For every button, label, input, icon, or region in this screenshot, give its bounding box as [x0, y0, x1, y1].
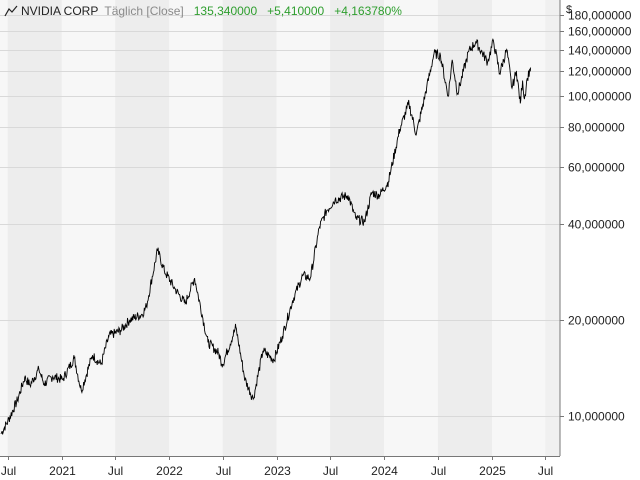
- x-tick-label: Jul: [538, 464, 553, 478]
- x-tick-label: Jul: [323, 464, 338, 478]
- y-tick-label: 100,000000: [568, 90, 632, 104]
- time-band: [115, 0, 170, 456]
- time-band: [330, 0, 385, 456]
- y-tick-label: 120,000000: [568, 65, 632, 79]
- y-tick-label: 140,000000: [568, 44, 632, 58]
- price-line[interactable]: [0, 38, 532, 435]
- x-tick-label: Jul: [108, 464, 123, 478]
- x-tick-label: 2023: [264, 464, 291, 478]
- instrument-name: NVIDIA CORP: [21, 4, 99, 18]
- x-axis: Jul 2021 Jul 2022 Jul 2023 Jul 2024 Jul 2025 Jul: [0, 456, 560, 478]
- y-tick-label: 80,000000: [568, 121, 625, 135]
- time-band: [0, 0, 8, 456]
- x-tick-label: 2021: [49, 464, 76, 478]
- price-change: +5,410000: [267, 4, 325, 18]
- time-band: [7, 0, 62, 456]
- time-band: [545, 0, 560, 456]
- y-tick-label: 180,000000: [568, 9, 632, 23]
- x-tick-label: Jul: [216, 464, 231, 478]
- currency-label: $: [566, 4, 573, 16]
- time-band: [169, 0, 223, 456]
- x-tick-label: 2022: [156, 464, 183, 478]
- y-tick-label: 10,000000: [568, 410, 625, 424]
- time-band: [222, 0, 277, 456]
- line-chart-icon: [4, 5, 18, 17]
- axis-background: [0, 456, 560, 480]
- x-tick-label: 2024: [371, 464, 398, 478]
- chart-header: NVIDIA CORP Täglich [Close] 135,340000 +…: [4, 3, 402, 19]
- x-tick-label: Jul: [1, 464, 16, 478]
- time-band: [276, 0, 331, 456]
- chart-mode: Täglich [Close]: [104, 4, 184, 18]
- time-band: [491, 0, 546, 456]
- y-axis: 10,000000 20,000000 40,000000 60,000000 80,0…: [559, 0, 632, 456]
- time-band: [384, 0, 438, 456]
- y-tick-label: 40,000000: [568, 218, 625, 232]
- time-band: [61, 0, 116, 456]
- x-tick-label: Jul: [431, 464, 446, 478]
- x-tick-label: 2025: [479, 464, 506, 478]
- axis-background: [560, 0, 640, 480]
- grid-lines: [0, 15, 560, 417]
- time-band: [437, 0, 492, 456]
- price-change-percent: +4,163780%: [334, 4, 402, 18]
- y-tick-label: 20,000000: [568, 314, 625, 328]
- last-price: 135,340000: [193, 4, 258, 18]
- y-tick-label: 160,000000: [568, 25, 632, 39]
- y-tick-label: 60,000000: [568, 161, 625, 175]
